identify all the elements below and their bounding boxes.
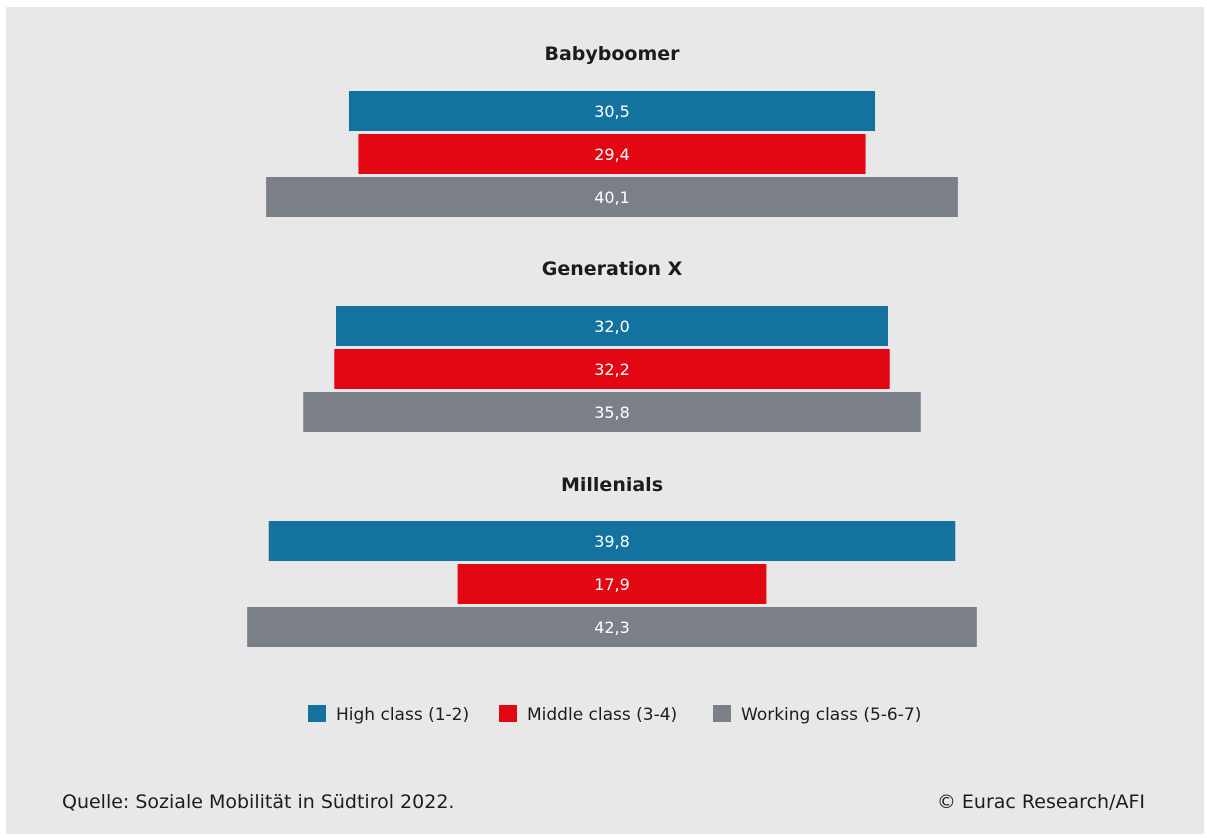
source-note: Quelle: Soziale Mobilität in Südtirol 20… <box>62 791 455 813</box>
legend-swatch <box>499 705 517 722</box>
legend-label: Working class (5-6-7) <box>741 705 921 725</box>
bar-value-label: 32,0 <box>594 317 630 336</box>
legend-swatch <box>308 705 326 722</box>
bar <box>247 607 977 647</box>
chart-panel: Babyboomer 30,5 29,4 40,1 Generation X 32,0 32… <box>6 7 1204 834</box>
bar <box>266 177 958 217</box>
bar-value-label: 30,5 <box>594 102 630 121</box>
bar <box>303 392 921 432</box>
group-title: Babyboomer <box>544 43 680 65</box>
group-title: Generation X <box>542 258 683 280</box>
bar <box>457 564 767 604</box>
bar-value-label: 42,3 <box>594 618 630 637</box>
bar-value-label: 17,9 <box>594 575 630 594</box>
bar <box>348 91 876 131</box>
pyramid-bar-chart: Babyboomer 30,5 29,4 40,1 Generation X 32,0 32… <box>247 43 977 725</box>
bar-value-label: 29,4 <box>594 145 630 164</box>
legend-label: Middle class (3-4) <box>527 705 677 725</box>
bar-value-label: 35,8 <box>594 403 630 422</box>
legend-swatch <box>713 705 731 722</box>
group-title: Millenials <box>561 474 663 496</box>
copyright-note: © Eurac Research/AFI <box>936 791 1145 813</box>
legend-label: High class (1-2) <box>336 705 469 725</box>
bar-value-label: 39,8 <box>594 532 630 551</box>
bar <box>336 306 888 346</box>
bar <box>358 134 866 174</box>
bar <box>268 521 956 561</box>
bar-value-label: 32,2 <box>594 360 630 379</box>
bar <box>334 349 890 389</box>
bar-value-label: 40,1 <box>594 188 630 207</box>
